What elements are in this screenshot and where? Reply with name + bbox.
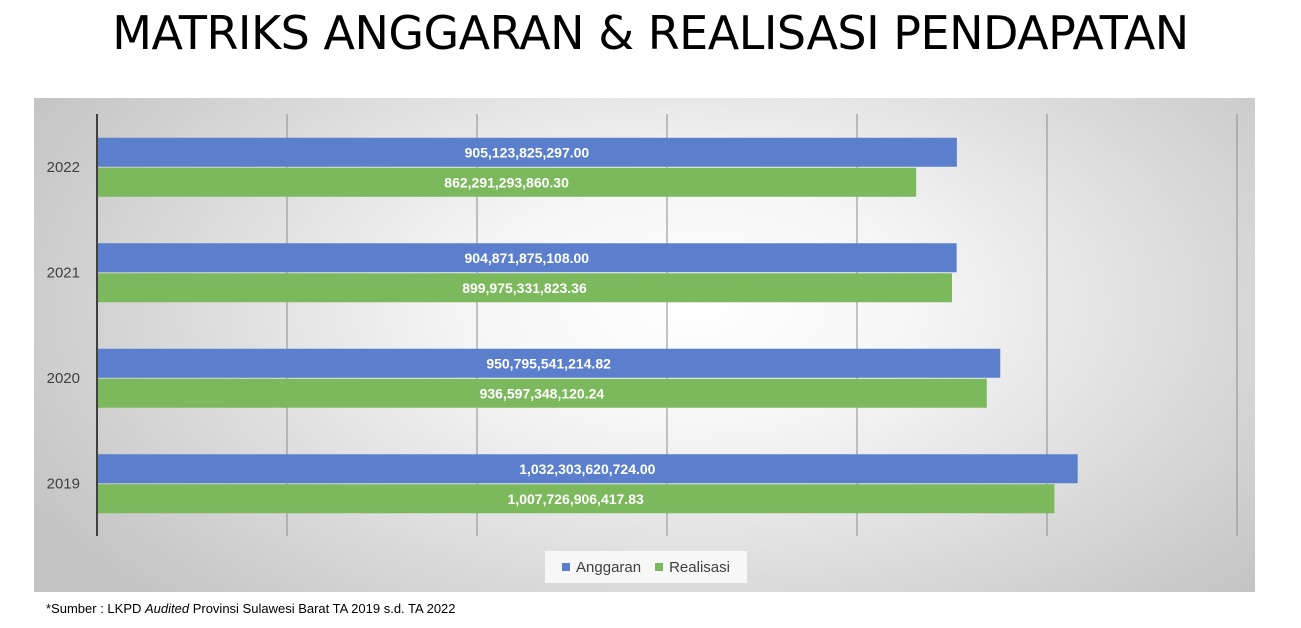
- category-label: 2022: [47, 159, 80, 176]
- data-label: 862,291,293,860.30: [444, 174, 569, 190]
- bar-anggaran: [97, 243, 957, 273]
- category-label: 2021: [47, 264, 80, 281]
- source-prefix: *Sumber : LKPD: [46, 601, 145, 616]
- data-label: 936,597,348,120.24: [480, 385, 605, 401]
- legend-item-anggaran: Anggaran: [562, 559, 641, 576]
- bar-realisasi: [97, 167, 917, 197]
- legend-label-anggaran: Anggaran: [576, 558, 642, 576]
- category-label: 2019: [47, 475, 80, 492]
- data-label: 905,123,825,297.00: [465, 144, 590, 160]
- bar-realisasi: [97, 378, 987, 408]
- bar-anggaran: [97, 137, 957, 167]
- data-label: 1,007,726,906,417.83: [508, 491, 644, 507]
- bar-realisasi: [97, 484, 1055, 514]
- bar-realisasi: [97, 273, 952, 303]
- data-label: 950,795,541,214.82: [486, 355, 611, 371]
- bar-anggaran: [97, 454, 1078, 484]
- source-italic: Audited: [145, 601, 190, 616]
- bar-anggaran: [97, 348, 1001, 378]
- legend-swatch-realisasi: [655, 563, 664, 571]
- source-note: *Sumber : LKPD Audited Provinsi Sulawesi…: [46, 601, 456, 616]
- legend-item-realisasi: Realisasi: [655, 559, 730, 576]
- legend-swatch-anggaran: [562, 563, 571, 571]
- data-label: 904,871,875,108.00: [465, 250, 590, 266]
- data-label: 1,032,303,620,724.00: [519, 461, 655, 477]
- legend: Anggaran Realisasi: [545, 551, 747, 583]
- chart-title: MATRIKS ANGGARAN & REALISASI PENDAPATAN: [112, 6, 1189, 60]
- legend-label-realisasi: Realisasi: [669, 558, 730, 576]
- data-label: 899,975,331,823.36: [462, 280, 587, 296]
- source-suffix: Provinsi Sulawesi Barat TA 2019 s.d. TA …: [189, 601, 456, 616]
- category-label: 2020: [47, 370, 80, 387]
